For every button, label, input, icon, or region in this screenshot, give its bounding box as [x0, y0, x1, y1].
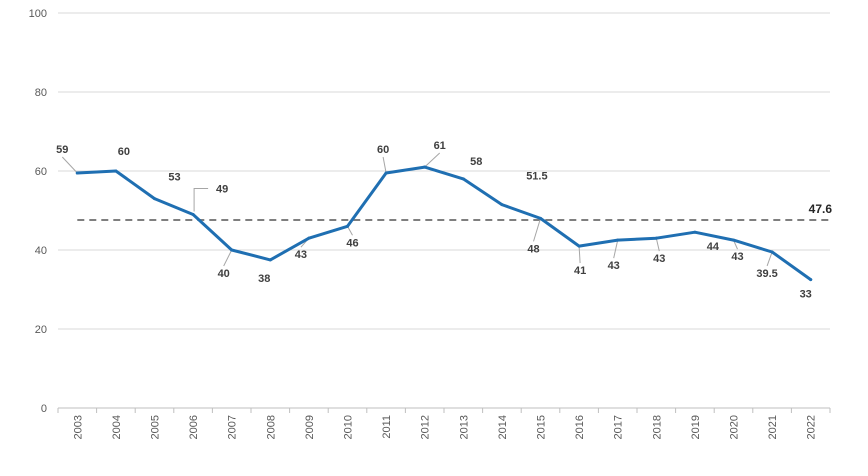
data-label-2016: 41	[574, 265, 586, 277]
data-label-2007: 40	[218, 268, 230, 280]
leader-line	[613, 240, 619, 259]
x-tick-label: 2015	[536, 415, 548, 439]
y-axis-ticks: 0 20 40 60 80 100	[29, 8, 47, 415]
leader-line	[223, 249, 233, 267]
data-point-2010	[346, 224, 349, 228]
data-point-2006	[191, 212, 195, 216]
data-point-2017	[616, 238, 620, 242]
x-tick-label: 2005	[150, 415, 162, 439]
data-label-2018: 43	[653, 253, 665, 265]
data-point-2015	[539, 216, 542, 220]
data-point-2007	[230, 248, 234, 252]
data-label-2006: 49	[216, 183, 228, 195]
data-label-2004: 60	[118, 146, 130, 158]
x-tick-label: 2011	[381, 415, 393, 439]
data-point-2022	[809, 278, 813, 282]
data-label-2021: 39.5	[756, 268, 777, 280]
x-tick-label: 2008	[265, 415, 277, 439]
data-point-2008	[268, 258, 272, 262]
label-leader-lines	[61, 152, 773, 267]
data-point-2005	[153, 197, 156, 201]
data-label-2014: 51.5	[526, 171, 547, 183]
x-tick-label: 2019	[690, 415, 702, 439]
average-value-label: 47.6	[809, 202, 833, 216]
x-tick-label: 2016	[574, 415, 586, 439]
x-tick-label: 2009	[304, 415, 316, 439]
data-point-2018	[654, 236, 658, 240]
x-tick-label: 2018	[651, 415, 663, 439]
data-point-2013	[461, 177, 465, 181]
y-tick-label: 100	[29, 8, 47, 20]
series-polyline	[75, 165, 813, 282]
data-label-2005: 53	[168, 172, 180, 184]
data-label-2019: 44	[707, 241, 720, 253]
leader-line	[655, 238, 660, 252]
leader-line	[578, 246, 581, 264]
leader-line	[193, 187, 209, 212]
leader-line	[382, 156, 387, 174]
data-point-2004	[114, 169, 118, 173]
data-point-2011	[384, 171, 388, 175]
x-tick-label: 2007	[227, 415, 239, 439]
data-point-2014	[500, 203, 504, 207]
data-label-2013: 58	[470, 156, 482, 168]
leader-line	[424, 152, 441, 168]
average-line: 47.6	[77, 202, 833, 221]
x-tick-label: 2003	[72, 415, 84, 439]
data-point-2003	[75, 171, 79, 175]
y-tick-label: 60	[35, 166, 47, 178]
leader-line	[766, 251, 773, 267]
x-axis-ticks: 2003 2004 2005 2006 2007 2008 2009 2010 2011 2012…	[57, 408, 831, 439]
y-tick-label: 80	[35, 87, 47, 99]
leader-line	[61, 156, 78, 174]
x-tick-label: 2010	[343, 415, 355, 439]
data-point-2016	[577, 244, 581, 248]
data-label-2008: 38	[258, 273, 270, 285]
data-label-2012: 61	[434, 140, 446, 152]
data-label-2003: 59	[56, 144, 68, 156]
data-label-2009: 43	[295, 249, 307, 261]
data-label-2022: 33	[800, 289, 812, 301]
x-tick-label: 2006	[188, 415, 200, 439]
data-label-2020: 43	[731, 251, 743, 263]
x-tick-label: 2020	[729, 415, 741, 439]
x-tick-label: 2017	[613, 415, 625, 439]
x-tick-label: 2004	[111, 415, 123, 439]
x-tick-label: 2012	[420, 415, 432, 439]
data-point-2020	[732, 238, 735, 242]
data-label-2010: 46	[346, 237, 358, 249]
data-labels: 59 60 53 49 40 38 43 46 60 61 58 51.5 48 41 43 43 44 43 39…	[56, 140, 812, 301]
y-tick-label: 20	[35, 324, 47, 336]
y-tick-label: 0	[41, 403, 47, 415]
data-label-2015: 48	[527, 243, 539, 255]
leader-line	[347, 226, 353, 236]
data-point-2009	[307, 236, 311, 240]
x-tick-label: 2013	[458, 415, 470, 439]
data-label-2017: 43	[608, 260, 620, 272]
data-label-2011: 60	[377, 144, 389, 156]
x-tick-label: 2014	[497, 415, 509, 439]
y-tick-label: 40	[35, 245, 47, 257]
x-tick-label: 2021	[767, 415, 779, 439]
x-tick-label: 2022	[806, 415, 818, 439]
data-point-2021	[770, 250, 774, 254]
series-line	[75, 165, 813, 282]
leader-line	[533, 218, 541, 242]
data-point-2019	[693, 230, 697, 234]
data-point-2012	[423, 165, 427, 169]
grid-lines	[58, 12, 830, 409]
